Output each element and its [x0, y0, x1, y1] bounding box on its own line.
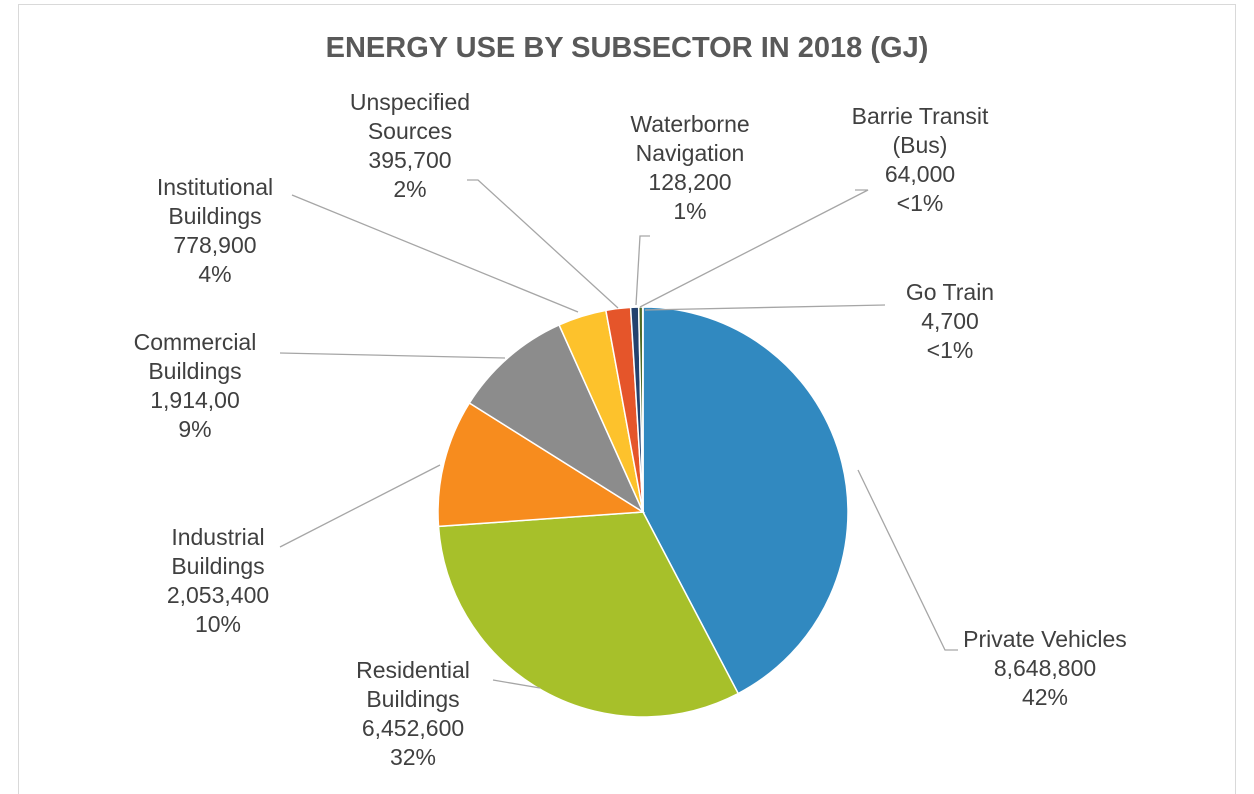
leader-line [492, 679, 541, 689]
percent-label: 32% [389, 744, 437, 770]
data-label: Go Train 4,700 <1% [885, 278, 1015, 365]
chart-frame [18, 4, 1236, 794]
data-label: Waterborne Navigation 128,200 1% [610, 110, 770, 226]
leader-line [467, 179, 619, 309]
percent-label: 2% [393, 176, 427, 202]
leader-line [291, 194, 579, 313]
data-label: Residential Buildings 6,452,600 32% [333, 656, 493, 772]
data-label: Industrial Buildings 2,053,400 10% [138, 523, 298, 639]
pie-slice [642, 306, 849, 695]
category-label: Unspecified Sources [349, 89, 471, 144]
category-label: Residential Buildings [356, 657, 470, 712]
pie-slice [468, 323, 645, 514]
data-label: Barrie Transit (Bus) 64,000 <1% [833, 102, 1008, 218]
pie-slice [437, 401, 646, 528]
percent-label: 9% [178, 416, 212, 442]
value-label: 4,700 [921, 308, 979, 334]
leader-line [644, 304, 886, 311]
leader-line [279, 352, 506, 359]
leader-line [635, 235, 650, 306]
data-label: Institutional Buildings 778,900 4% [133, 173, 298, 289]
percent-label: <1% [926, 337, 974, 363]
value-label: 128,200 [648, 169, 732, 195]
data-label: Private Vehicles 8,648,800 42% [925, 625, 1165, 712]
value-label: 8,648,800 [993, 655, 1097, 681]
percent-label: 1% [673, 198, 707, 224]
category-label: Private Vehicles [963, 626, 1127, 652]
value-label: 64,000 [884, 161, 956, 187]
value-label: 2,053,400 [166, 582, 270, 608]
value-label: 778,900 [173, 232, 257, 258]
value-label: 395,700 [368, 147, 452, 173]
leader-line [857, 469, 958, 651]
value-label: 1,914,00 [150, 387, 240, 413]
category-label: Go Train [905, 279, 995, 305]
percent-label: 4% [198, 261, 232, 287]
percent-label: 42% [1021, 684, 1069, 710]
value-label: 6,452,600 [361, 715, 465, 741]
leader-line [639, 189, 869, 308]
chart-title: ENERGY USE BY SUBSECTOR IN 2018 (GJ) [325, 32, 929, 64]
category-label: Barrie Transit (Bus) [851, 103, 989, 158]
percent-label: <1% [896, 190, 944, 216]
category-label: Institutional Buildings [156, 174, 274, 229]
data-label: Commercial Buildings 1,914,00 9% [100, 328, 290, 444]
data-label: Unspecified Sources 395,700 2% [330, 88, 490, 204]
category-label: Industrial Buildings [171, 524, 265, 579]
leader-line [279, 464, 441, 548]
pie-slice [437, 511, 740, 718]
category-label: Commercial Buildings [133, 329, 257, 384]
category-label: Waterborne Navigation [630, 111, 750, 166]
percent-label: 10% [194, 611, 242, 637]
